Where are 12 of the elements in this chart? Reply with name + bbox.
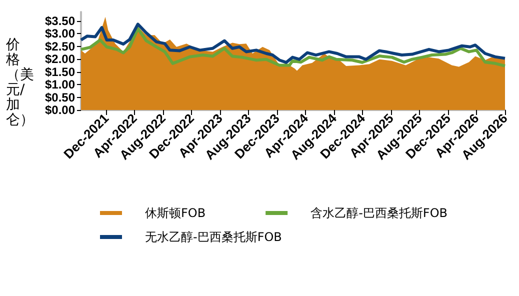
y-tick-label: $2.00 xyxy=(44,52,76,66)
y-axis-title: 价格（美元/加仑） xyxy=(6,37,34,128)
y-tick-label: $0.00 xyxy=(44,103,76,117)
y-tick-label: $3.00 xyxy=(44,26,76,41)
y-tick-label: $1.50 xyxy=(44,64,76,79)
legend-label: 无水乙醇-巴西桑托斯FOB xyxy=(145,230,282,244)
y-tick-label: $0.50 xyxy=(44,90,76,104)
y-tick-label: $3.50 xyxy=(44,14,76,28)
y-tick-label: $1.00 xyxy=(44,78,76,92)
y-tick-label: $2.50 xyxy=(44,39,76,54)
legend-label: 休斯顿FOB xyxy=(145,206,206,220)
legend-label: 含水乙醇-巴西桑托斯FOB xyxy=(310,206,448,220)
